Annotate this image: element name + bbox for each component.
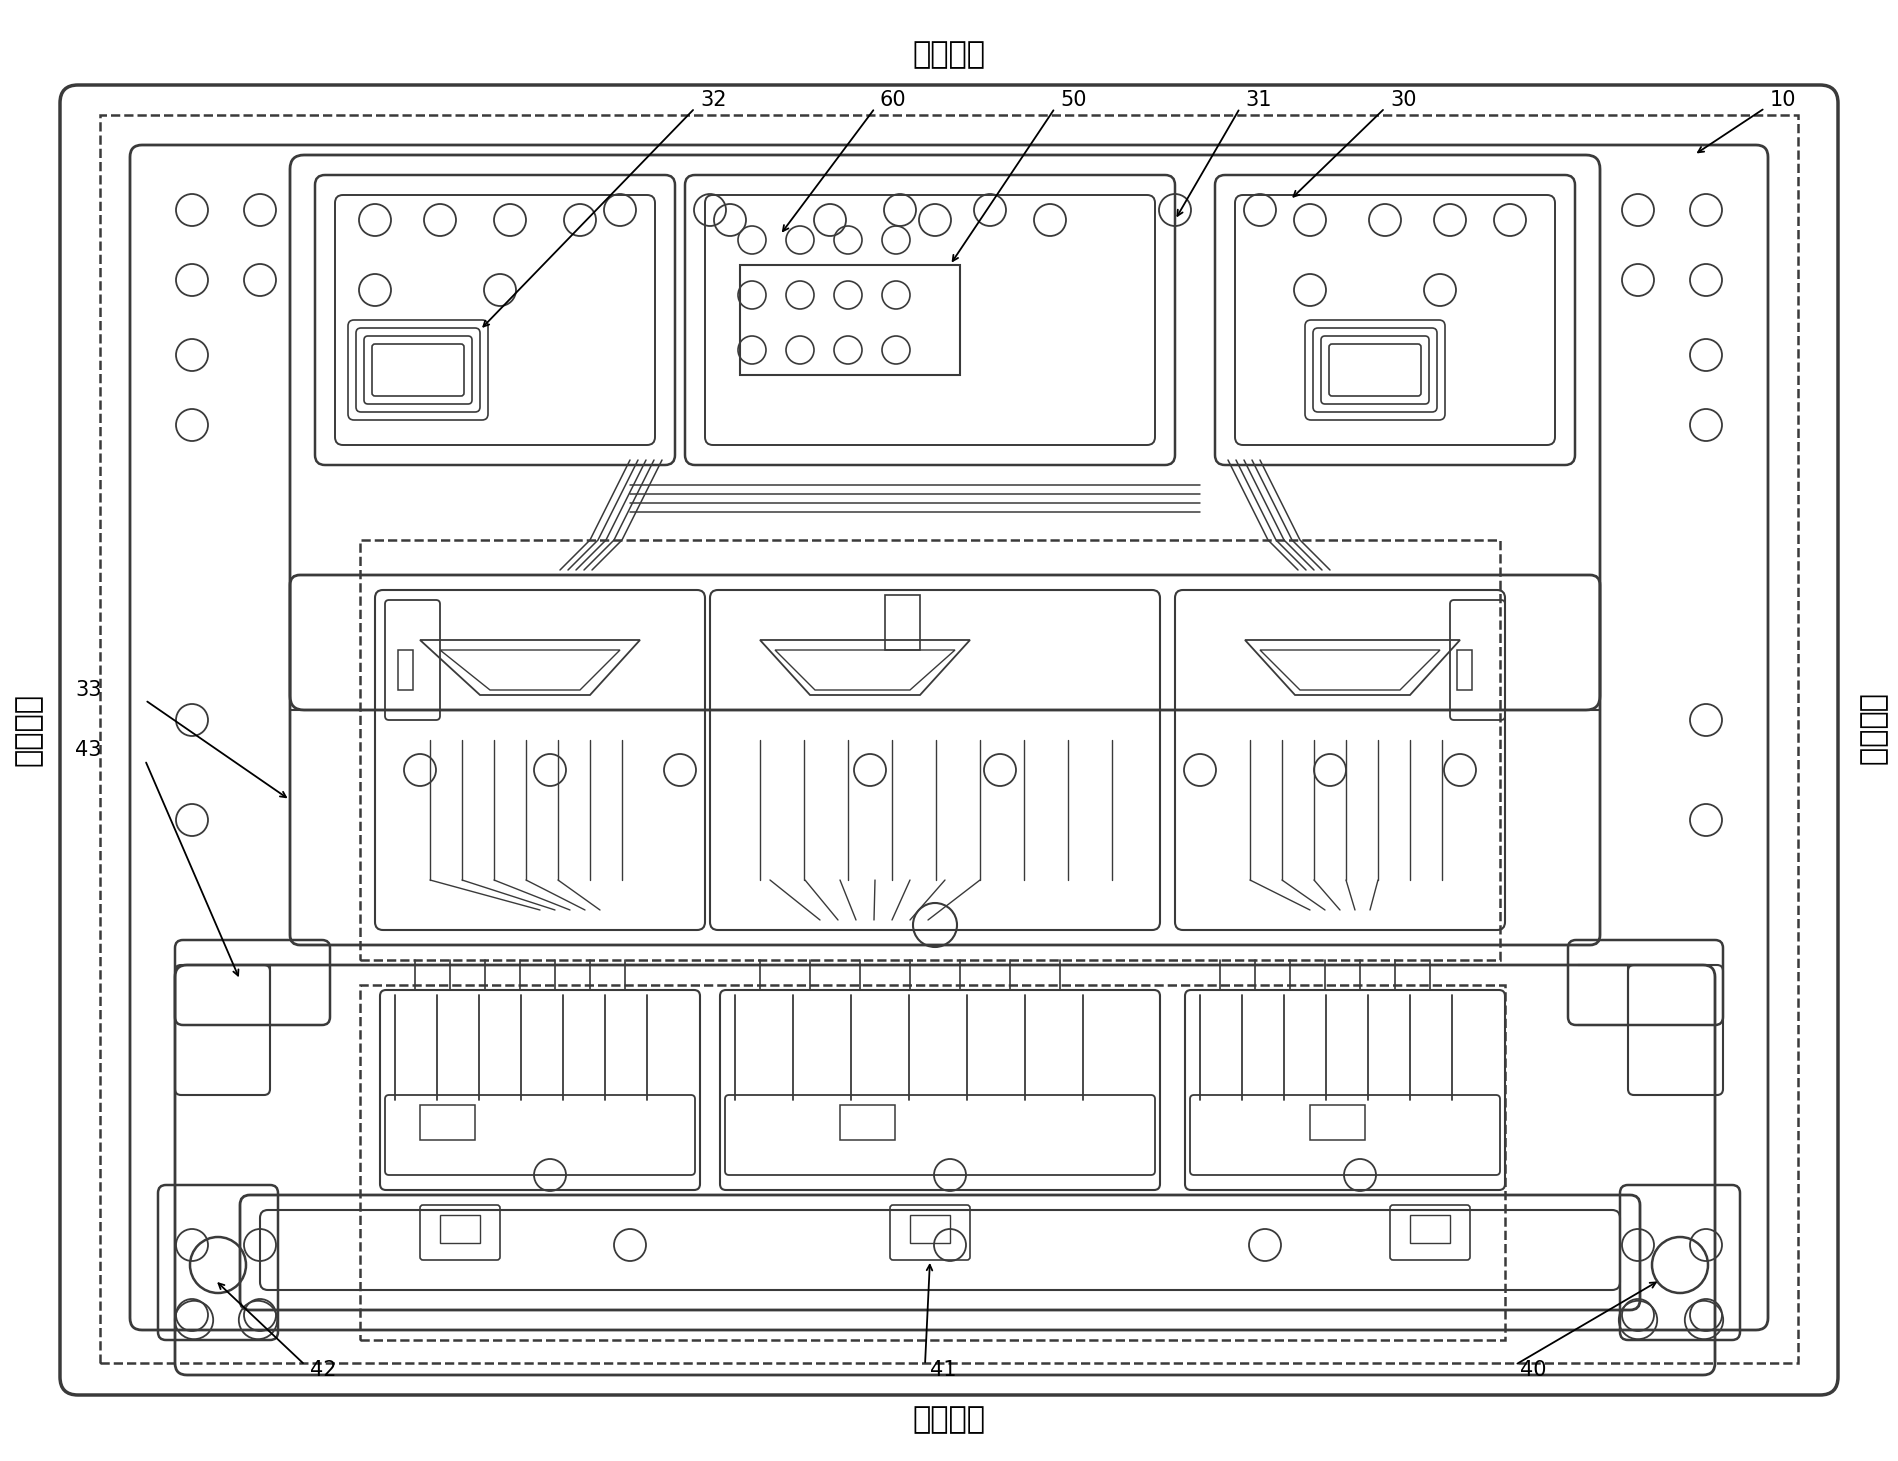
Text: 40: 40	[1520, 1360, 1547, 1381]
Text: 43: 43	[76, 741, 101, 760]
Text: 30: 30	[1389, 91, 1416, 110]
Bar	[884, 595, 921, 650]
Text: 第二侧边: 第二侧边	[913, 1405, 985, 1435]
Bar	[419, 1105, 474, 1140]
Bar	[101, 115, 1797, 1363]
Text: 42: 42	[309, 1360, 336, 1381]
Text: 第四侧边: 第四侧边	[1858, 694, 1887, 767]
Text: 50: 50	[1059, 91, 1086, 110]
Text: 第一侧边: 第一侧边	[913, 41, 985, 70]
Text: 60: 60	[881, 91, 907, 110]
Bar	[841, 1105, 896, 1140]
Bar	[1410, 1216, 1450, 1243]
Text: 32: 32	[700, 91, 727, 110]
Text: 10: 10	[1771, 91, 1797, 110]
Bar	[361, 541, 1499, 960]
Bar	[1458, 650, 1473, 690]
Bar	[399, 650, 414, 690]
Bar	[440, 1216, 480, 1243]
Bar	[1310, 1105, 1365, 1140]
Bar	[909, 1216, 951, 1243]
Text: 第三侧边: 第三侧边	[13, 694, 42, 767]
Text: 41: 41	[930, 1360, 957, 1381]
Bar	[740, 264, 960, 375]
Text: 33: 33	[76, 679, 101, 700]
Bar	[361, 985, 1505, 1340]
Text: 31: 31	[1245, 91, 1272, 110]
